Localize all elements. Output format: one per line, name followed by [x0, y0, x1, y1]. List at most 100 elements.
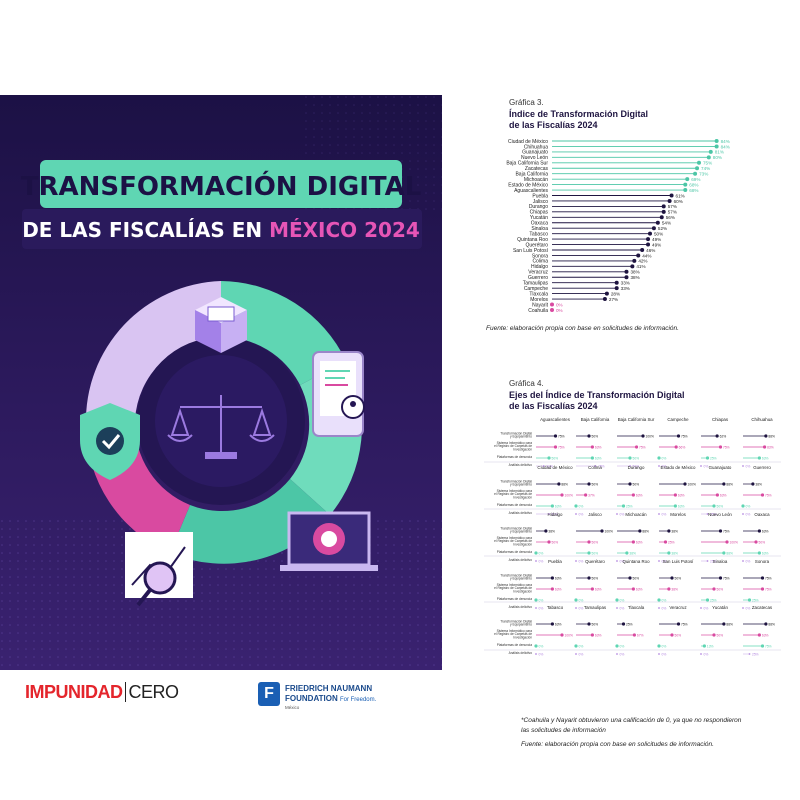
chart3-value-label: 52% — [658, 226, 667, 231]
chart4-value-label: 50% — [675, 633, 682, 637]
chart4-point — [628, 482, 632, 486]
chart4-value-label: 75% — [765, 644, 772, 648]
chart4-point — [629, 465, 631, 467]
chart4-point — [718, 576, 723, 580]
chart4-point — [722, 551, 726, 555]
chart4-value-label: 75% — [598, 464, 605, 468]
chart3-value-label: 38% — [630, 270, 639, 275]
chart4-axis-label: y Equipamiento — [510, 577, 532, 581]
chart4-value-label: 50% — [717, 633, 724, 637]
chart4-axis-label: Investigación — [513, 542, 532, 546]
chart4-value-label: 38% — [671, 529, 678, 533]
chart4-title-line1: Ejes del Índice de Transformación Digita… — [509, 390, 685, 400]
cover-title-line2a: DE LAS FISCALÍAS EN — [22, 218, 269, 242]
chart4-point — [535, 560, 537, 562]
chart4-value-label: 50% — [633, 456, 640, 460]
chart4-point — [631, 587, 635, 591]
chart4-state-name: Ciudad de México — [537, 465, 573, 470]
chart4-point — [625, 551, 629, 555]
chart4-title: Ejes del Índice de Transformación Digita… — [509, 390, 685, 412]
chart3-state-label: Tabasco — [529, 231, 548, 237]
chart3-point — [614, 280, 619, 285]
chart4-axis-label: Análisis delictivo — [509, 651, 533, 655]
chart4-axis-label: el Registro de Carpetas de — [494, 586, 532, 590]
chart3-state-label: Durango — [529, 204, 548, 210]
chart4-point — [747, 598, 752, 602]
chart4-value-label: 63% — [555, 587, 562, 591]
chart4-state-name: Campeche — [667, 417, 689, 422]
chart4-value-label: 50% — [592, 540, 599, 544]
chart3-value-label: 69% — [691, 177, 700, 182]
chart4-point — [742, 513, 744, 515]
chart4-value-label: 0% — [746, 504, 751, 508]
chart3-value-label: 49% — [652, 237, 661, 242]
chart3-point — [714, 139, 719, 143]
chart3-point — [683, 188, 688, 193]
chart4-value-label: 63% — [636, 587, 643, 591]
chart-ejes: Gráfica 4. Ejes del Índice de Transforma… — [476, 376, 786, 756]
chart4-value-label: 75% — [681, 434, 688, 438]
chart3-state-label: Estado de México — [508, 182, 548, 188]
chart4-value-label: 0% — [620, 598, 625, 602]
chart4-axis-label: Transformación Digital — [500, 526, 532, 530]
chart4-value-label: 63% — [595, 587, 602, 591]
chart4-state-name: Chihuahua — [751, 417, 773, 422]
chart4-value-label: 66% — [679, 445, 686, 449]
logo-cero: CERO — [124, 682, 179, 702]
chart3-value-label: 68% — [689, 182, 698, 187]
chart3-point — [714, 144, 719, 149]
chart4-axis-label: el Registro de Carpetas de — [494, 539, 532, 543]
chart3-point — [693, 171, 698, 176]
chart4-value-label: 63% — [595, 456, 602, 460]
chart3-state-label: Ciudad de México — [508, 139, 548, 145]
chart3-value-label: 73% — [699, 172, 708, 177]
chart4-point — [560, 493, 564, 497]
chart4-point — [587, 434, 591, 438]
chart4-value-label: 50% — [592, 622, 599, 626]
chart4-point — [628, 576, 632, 580]
chart4-value-label: 88% — [642, 529, 649, 533]
chart4-point — [574, 598, 578, 602]
chart3-point — [695, 166, 700, 171]
chart4-value-label: 38% — [671, 551, 678, 555]
chart4-point — [754, 540, 758, 544]
chart4-value-label: 63% — [762, 551, 769, 555]
chart4-value-label: 63% — [678, 504, 685, 508]
chart4-axis-label: Análisis delictivo — [509, 605, 533, 609]
chart4-value-label: 0% — [539, 551, 544, 555]
chart4-value-label: 75% — [723, 445, 730, 449]
chart4-point — [725, 540, 729, 544]
chart4-point — [616, 513, 618, 515]
chart3-title-line1: Índice de Transformación Digital — [509, 109, 649, 119]
chart4-point — [575, 560, 577, 562]
chart3-value-label: 56% — [666, 215, 675, 220]
chart4-value-label: 0% — [620, 606, 625, 610]
chart3-value-label: 60% — [674, 199, 683, 204]
chart4-axis-label: el Registro de Carpetas de — [494, 632, 532, 636]
chart4-value-label: 0% — [620, 652, 625, 656]
chart4-value-label: 0% — [579, 598, 584, 602]
chart4-value-label: 100% — [565, 633, 574, 637]
chart4-axis-label: Análisis delictivo — [509, 463, 533, 467]
chart3-value-label: 68% — [689, 188, 698, 193]
chart4-axis-label: Análisis delictivo — [509, 558, 533, 562]
chart3-state-label: San Luis Potosí — [513, 248, 549, 254]
chart4-state-name: Chiapas — [712, 417, 729, 422]
chart3-point — [683, 182, 688, 187]
chart3-state-label: Guerrero — [528, 275, 548, 281]
chart3-state-label: Veracruz — [528, 270, 548, 276]
chart4-point — [587, 482, 591, 486]
chart4-point — [587, 540, 591, 544]
laptop-gear-icon — [280, 511, 378, 571]
chart4-point — [760, 576, 765, 580]
chart4-axis-label: Transformación Digital — [500, 479, 532, 483]
chart3-value-label: 54% — [662, 221, 671, 226]
chart4-point — [560, 633, 564, 637]
chart4-state-name: Baja California Sur — [618, 417, 655, 422]
chart4-value-label: 75% — [765, 576, 772, 580]
chart3-state-label: Nayarit — [532, 302, 548, 308]
impunidad-cero-logo: IMPUNIDAD CERO — [25, 682, 179, 703]
chart4-point — [757, 633, 761, 637]
chart4-point — [658, 465, 660, 467]
chart3-value-label: 0% — [556, 308, 563, 313]
